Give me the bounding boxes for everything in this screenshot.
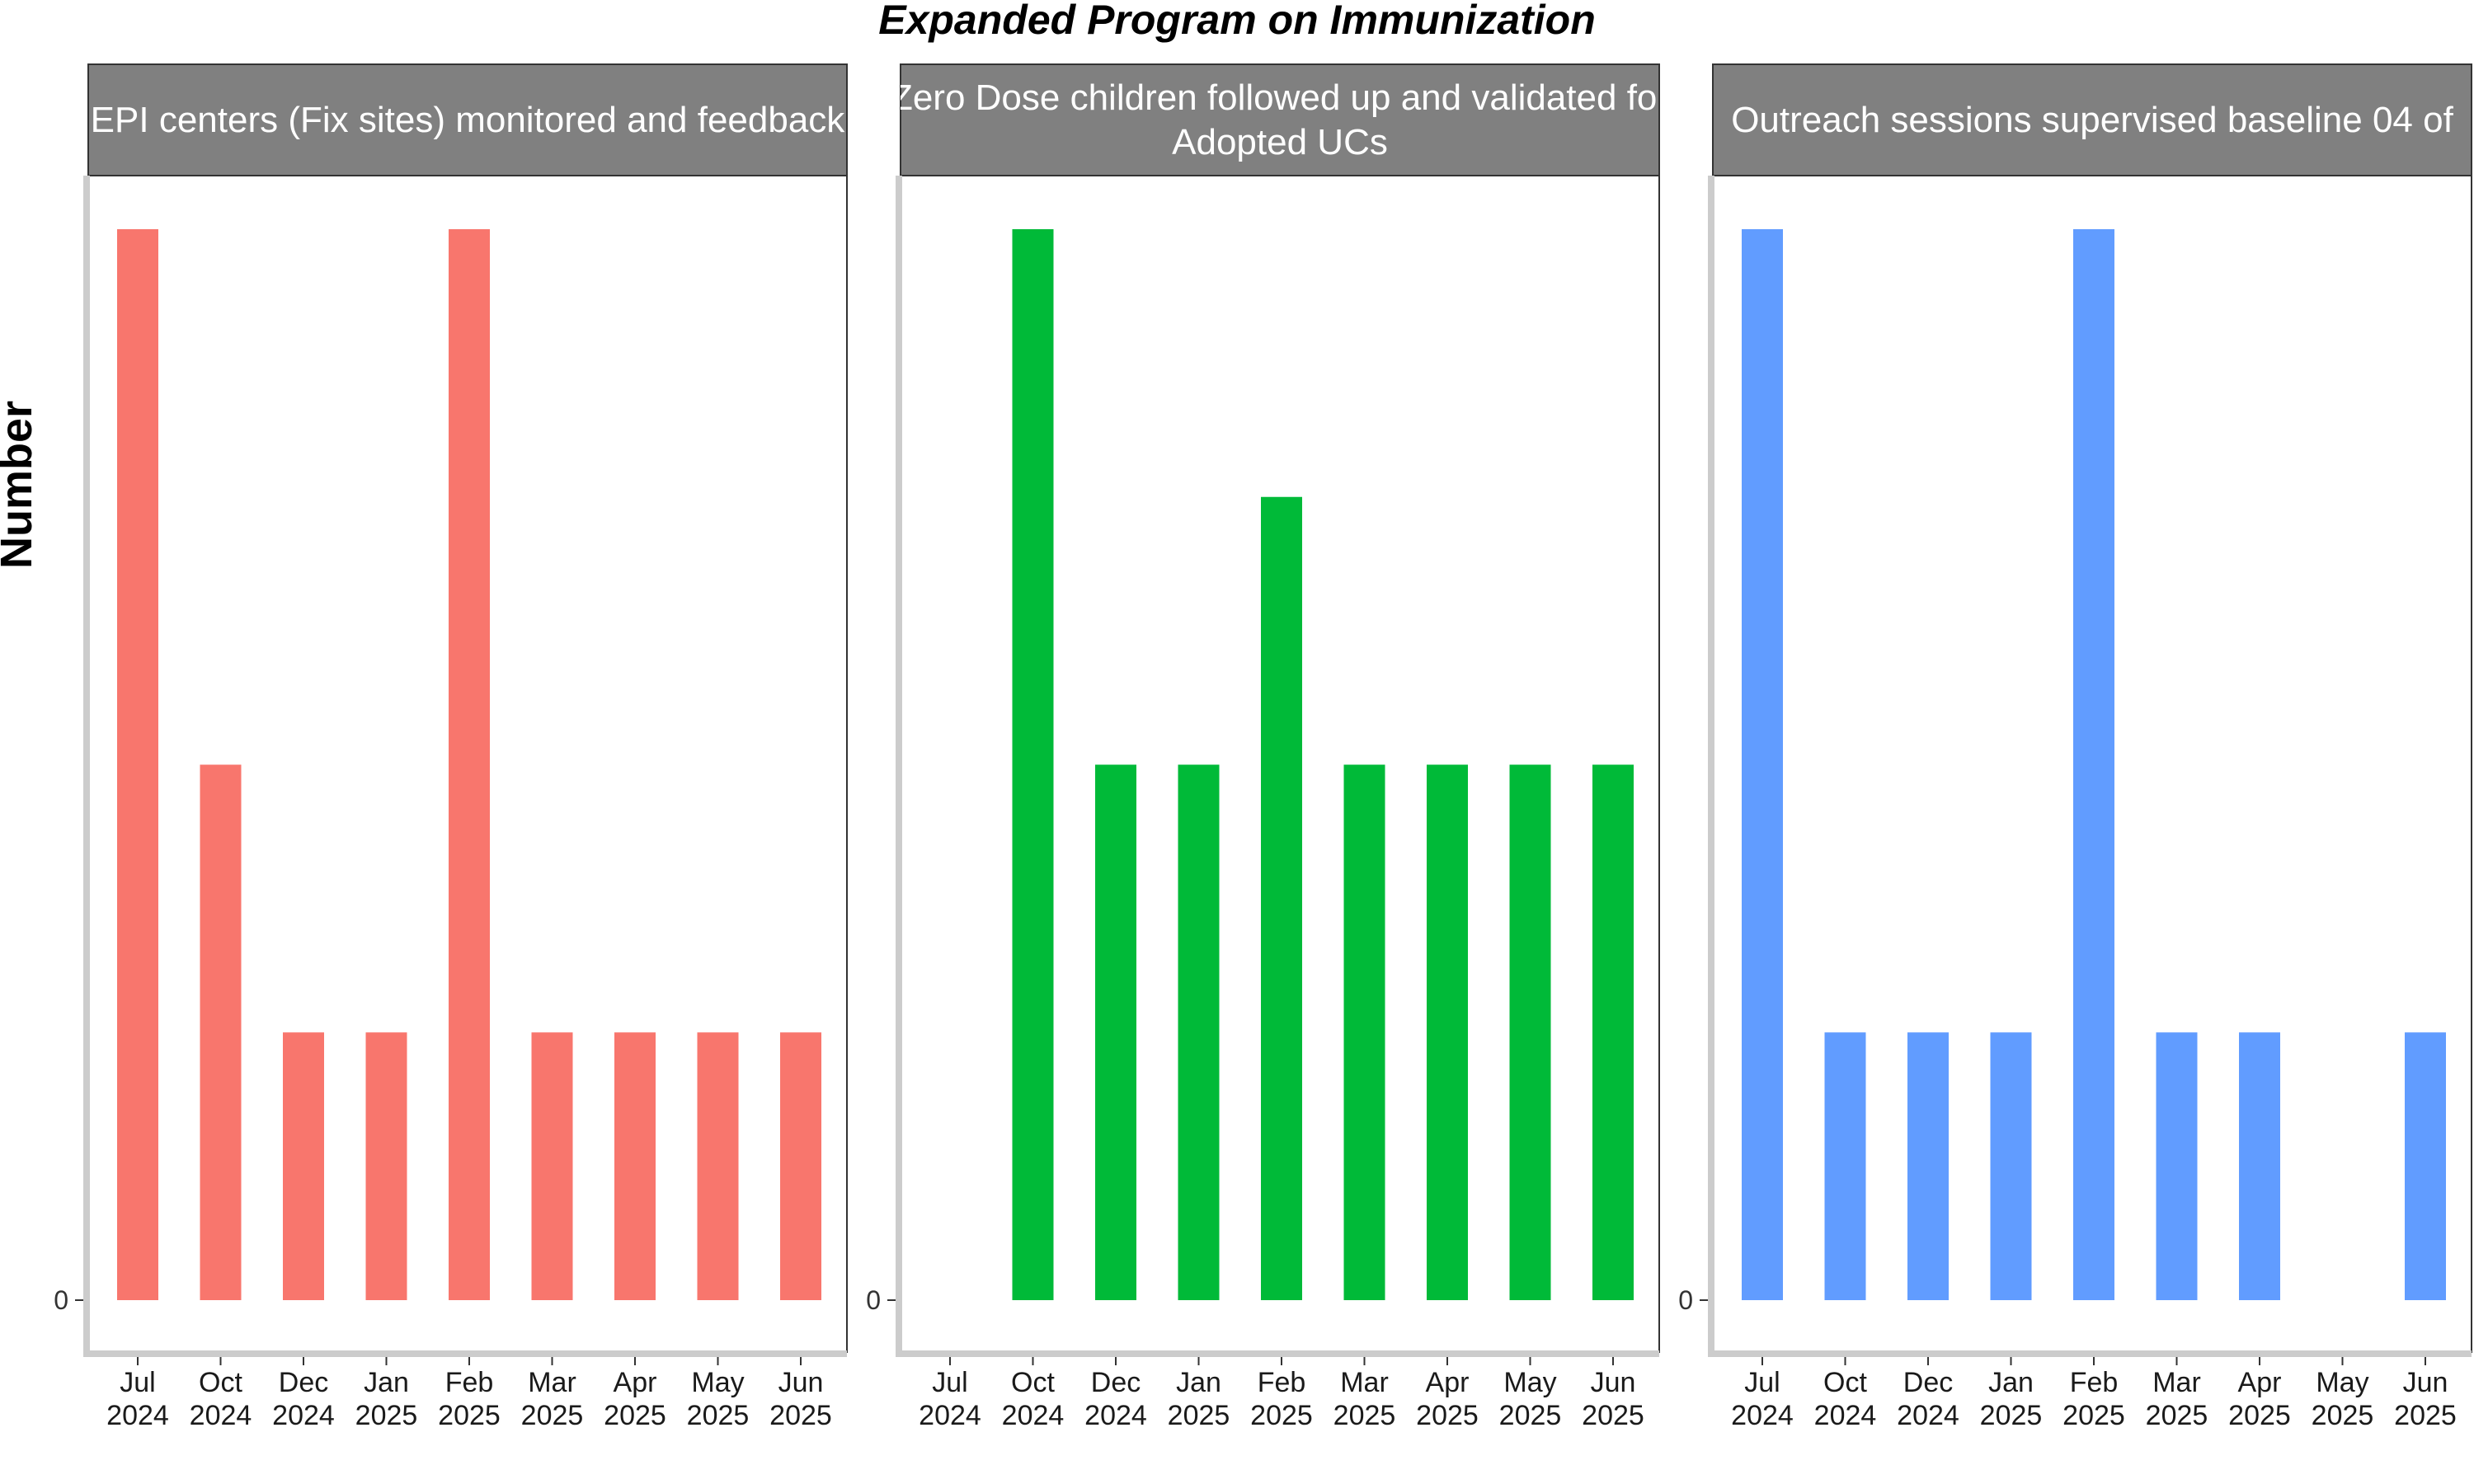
x-tick-label-month: Jan — [1988, 1367, 2034, 1398]
x-tick-label-month: Dec — [1903, 1367, 1953, 1398]
facet-strip-1 — [87, 63, 848, 176]
x-tick-label-month: Jul — [1744, 1367, 1780, 1398]
facet-strip-label: EPI centers (Fix sites) monitored and fe… — [91, 100, 846, 140]
bar — [614, 1032, 656, 1300]
bar — [1261, 496, 1302, 1300]
bar — [780, 1032, 821, 1300]
facet-strip-2 — [900, 63, 1660, 176]
facet-panel-1: EPI centers (Fix sites) monitored and fe… — [54, 63, 848, 1431]
x-tick-label-year: 2025 — [2394, 1400, 2457, 1431]
x-tick-label-year: 2025 — [2062, 1400, 2125, 1431]
x-tick-label-year: 2024 — [1897, 1400, 1959, 1431]
x-tick-label-year: 2025 — [355, 1400, 418, 1431]
y-tick-label: 0 — [54, 1285, 68, 1315]
chart-title: Expanded Program on Immunization — [878, 0, 1596, 43]
x-tick-label-year: 2025 — [521, 1400, 584, 1431]
x-tick-label-month: May — [2316, 1367, 2368, 1398]
x-tick-label-year: 2025 — [769, 1400, 832, 1431]
facet-panel-2: Zero Dose children followed up and valid… — [866, 63, 1669, 1431]
x-tick-label-year: 2024 — [1084, 1400, 1147, 1431]
x-tick-label-month: Mar — [2152, 1367, 2201, 1398]
bar — [200, 764, 242, 1300]
x-tick-label-month: Feb — [445, 1367, 494, 1398]
x-tick-label-month: Apr — [2238, 1367, 2282, 1398]
bar — [1509, 764, 1551, 1300]
bar — [449, 229, 490, 1300]
x-tick-label-month: Feb — [2070, 1367, 2119, 1398]
x-tick-label-month: Jan — [1176, 1367, 1221, 1398]
bar — [1343, 764, 1385, 1300]
x-tick-label-month: May — [1503, 1367, 1556, 1398]
bar — [1592, 764, 1634, 1300]
bar — [365, 1032, 407, 1300]
y-tick-label: 0 — [1678, 1285, 1693, 1315]
x-tick-label-year: 2025 — [687, 1400, 750, 1431]
bar — [531, 1032, 573, 1300]
x-tick-label-month: Apr — [614, 1367, 657, 1398]
x-tick-label-month: Jun — [1591, 1367, 1636, 1398]
x-tick-label-month: Mar — [1340, 1367, 1389, 1398]
y-tick-label: 0 — [866, 1285, 881, 1315]
x-tick-label-year: 2025 — [2312, 1400, 2374, 1431]
x-tick-label-month: Dec — [279, 1367, 328, 1398]
bar — [1742, 229, 1783, 1300]
x-tick-label-year: 2025 — [1168, 1400, 1230, 1431]
bar — [2239, 1032, 2280, 1300]
x-tick-label-year: 2024 — [272, 1400, 335, 1431]
x-tick-label-year: 2025 — [1333, 1400, 1396, 1431]
facet-panel-3: Outreach sessions supervised baseline 04… — [1678, 63, 2472, 1431]
facet-strip-label: Adopted UCs — [1172, 122, 1388, 162]
bar — [1178, 764, 1220, 1300]
bar — [2405, 1032, 2446, 1300]
x-tick-label-year: 2025 — [604, 1400, 666, 1431]
x-tick-label-month: Jun — [2403, 1367, 2448, 1398]
bar — [1907, 1032, 1949, 1300]
facet-strip-3 — [1712, 63, 2472, 176]
bar — [1990, 1032, 2032, 1300]
x-tick-label-year: 2025 — [1499, 1400, 1562, 1431]
x-tick-label-year: 2024 — [106, 1400, 169, 1431]
x-tick-label-month: Oct — [199, 1367, 242, 1398]
bar — [1095, 764, 1136, 1300]
bar — [2156, 1032, 2198, 1300]
facet-strip-label: Zero Dose children followed up and valid… — [891, 77, 1669, 118]
x-tick-label-month: Oct — [1823, 1367, 1867, 1398]
x-tick-label-month: Apr — [1426, 1367, 1470, 1398]
bar — [1427, 764, 1468, 1300]
bar — [283, 1032, 324, 1300]
x-tick-label-year: 2024 — [1814, 1400, 1877, 1431]
x-tick-label-year: 2024 — [919, 1400, 981, 1431]
bar — [117, 229, 158, 1300]
facet-strip-label: Outreach sessions supervised baseline 04… — [1731, 100, 2453, 140]
x-tick-label-year: 2024 — [1731, 1400, 1794, 1431]
x-tick-label-year: 2025 — [2228, 1400, 2291, 1431]
x-tick-label-month: Jul — [120, 1367, 155, 1398]
bar — [697, 1032, 739, 1300]
x-tick-label-year: 2024 — [1002, 1400, 1065, 1431]
x-tick-label-month: Jun — [778, 1367, 824, 1398]
bar — [1012, 229, 1054, 1300]
x-tick-label-month: Oct — [1011, 1367, 1055, 1398]
x-tick-label-month: Jan — [364, 1367, 409, 1398]
bar — [1824, 1032, 1866, 1300]
x-tick-label-year: 2025 — [1980, 1400, 2043, 1431]
x-tick-label-year: 2025 — [438, 1400, 501, 1431]
x-tick-label-month: May — [691, 1367, 744, 1398]
x-tick-label-year: 2025 — [1582, 1400, 1644, 1431]
bar — [2073, 229, 2114, 1300]
x-tick-label-year: 2025 — [1250, 1400, 1313, 1431]
x-tick-label-month: Jul — [932, 1367, 967, 1398]
x-tick-label-year: 2025 — [2146, 1400, 2208, 1431]
x-tick-label-month: Dec — [1091, 1367, 1141, 1398]
x-tick-label-year: 2025 — [1416, 1400, 1479, 1431]
x-tick-label-month: Feb — [1258, 1367, 1306, 1398]
x-tick-label-year: 2024 — [190, 1400, 252, 1431]
x-tick-label-month: Mar — [528, 1367, 576, 1398]
